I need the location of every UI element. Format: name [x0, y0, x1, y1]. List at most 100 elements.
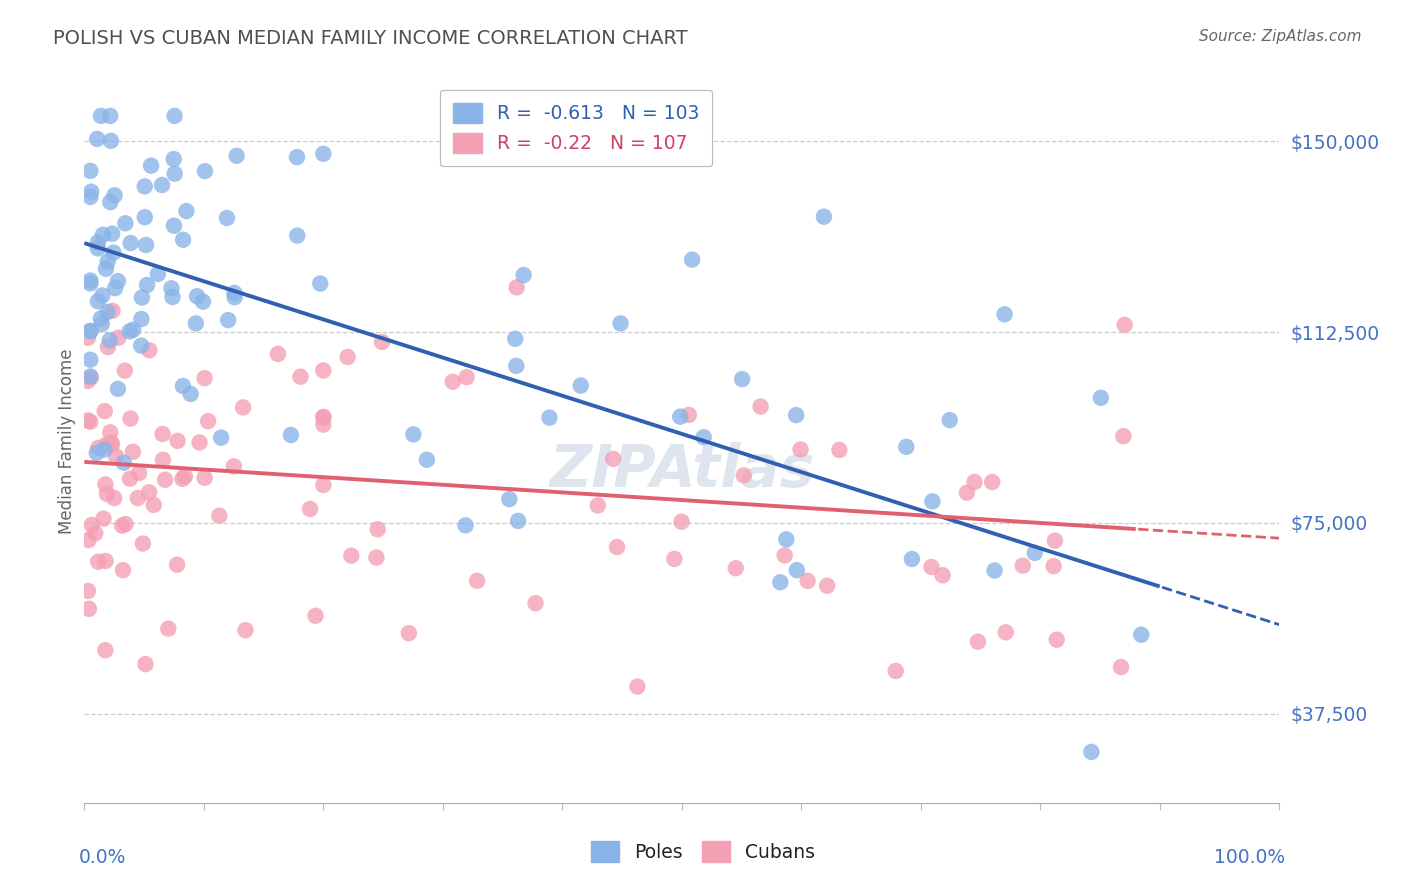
Point [103, 245, 125, 260]
Point [157, 622, 180, 636]
Point [290, 369, 312, 384]
Point [152, 453, 174, 467]
Point [80, 370, 103, 384]
Point [215, 211, 238, 225]
Point [465, 574, 488, 588]
Point [749, 400, 772, 414]
Point [901, 552, 924, 566]
Point [87, 441, 110, 455]
Point [87, 241, 110, 255]
Point [77, 533, 100, 547]
Point [586, 499, 609, 513]
Text: 0.0%: 0.0% [79, 847, 125, 867]
Point [194, 471, 217, 485]
Point [733, 468, 755, 483]
Point [235, 623, 257, 637]
Point [174, 469, 197, 483]
Point [785, 408, 807, 422]
Point [129, 338, 152, 352]
Point [101, 303, 124, 318]
Point [1043, 533, 1066, 548]
Point [775, 533, 797, 547]
Point [163, 167, 186, 181]
Point [79, 352, 101, 367]
Point [456, 370, 478, 384]
Point [100, 134, 122, 148]
Point [769, 575, 792, 590]
Point [120, 411, 142, 425]
Point [86, 132, 108, 146]
Point [153, 473, 176, 487]
Point [180, 387, 202, 401]
Point [222, 459, 245, 474]
Point [128, 466, 150, 480]
Point [120, 235, 142, 250]
Point [896, 440, 918, 454]
Point [160, 281, 183, 295]
Point [367, 522, 389, 536]
Point [111, 518, 134, 533]
Point [938, 413, 960, 427]
Point [98, 425, 121, 440]
Point [118, 472, 141, 486]
Point [921, 560, 943, 574]
Point [538, 410, 561, 425]
Point [91, 227, 114, 242]
Point [815, 579, 838, 593]
Point [786, 563, 808, 577]
Point [114, 363, 136, 377]
Point [79, 415, 101, 429]
Point [664, 552, 686, 566]
Point [225, 149, 247, 163]
Point [606, 540, 628, 554]
Point [312, 417, 335, 432]
Point [122, 444, 145, 458]
Point [93, 442, 115, 457]
Point [188, 435, 211, 450]
Point [1024, 546, 1046, 560]
Point [1090, 391, 1112, 405]
Point [163, 109, 186, 123]
Point [94, 643, 117, 657]
Point [150, 178, 173, 192]
Point [134, 179, 156, 194]
Point [267, 347, 290, 361]
Text: 100.0%: 100.0% [1215, 847, 1285, 867]
Point [146, 267, 169, 281]
Point [94, 261, 117, 276]
Point [162, 290, 184, 304]
Point [828, 442, 851, 457]
Point [79, 164, 101, 178]
Point [79, 277, 101, 291]
Point [114, 516, 136, 531]
Point [93, 404, 115, 418]
Point [371, 334, 394, 349]
Point [524, 596, 547, 610]
Point [176, 204, 198, 219]
Text: POLISH VS CUBAN MEDIAN FAMILY INCOME CORRELATION CHART: POLISH VS CUBAN MEDIAN FAMILY INCOME COR… [53, 29, 688, 47]
Point [142, 498, 165, 512]
Legend: R =  -0.613   N = 103, R =  -0.22   N = 107: R = -0.613 N = 103, R = -0.22 N = 107 [440, 90, 711, 166]
Point [402, 427, 425, 442]
Point [107, 274, 129, 288]
Point [678, 408, 700, 422]
Point [90, 109, 112, 123]
Point [96, 487, 118, 501]
Point [340, 549, 363, 563]
Point [209, 431, 232, 445]
Point [90, 311, 112, 326]
Point [138, 485, 160, 500]
Point [87, 294, 110, 309]
Point [796, 574, 818, 588]
Point [104, 281, 127, 295]
Point [139, 159, 162, 173]
Point [312, 363, 335, 377]
Point [309, 277, 332, 291]
Point [166, 558, 188, 572]
Point [111, 563, 134, 577]
Point [312, 146, 335, 161]
Point [166, 434, 188, 448]
Point [127, 491, 149, 505]
Point [79, 369, 101, 384]
Point [336, 350, 359, 364]
